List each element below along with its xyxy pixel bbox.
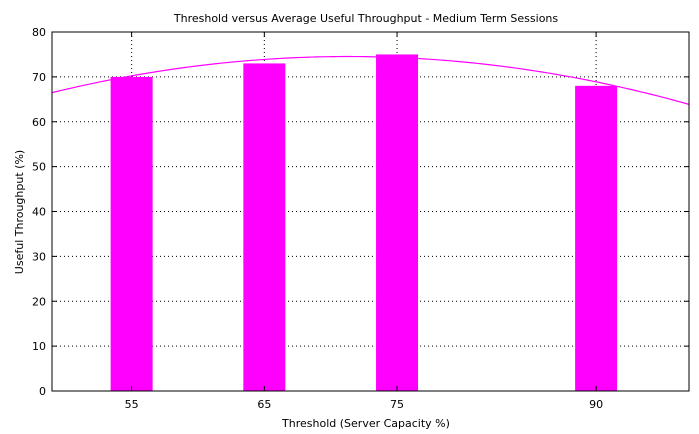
y-tick-label: 60 [32, 116, 46, 129]
bar-90 [575, 85, 618, 391]
x-tick-label: 90 [589, 398, 603, 411]
tick-labels: 0 10 20 30 40 50 60 70 80 55 65 75 90 [32, 26, 603, 411]
x-tick-label: 55 [125, 398, 139, 411]
y-tick-label: 80 [32, 26, 46, 39]
x-tick-label: 65 [257, 398, 271, 411]
y-tick-label: 10 [32, 340, 46, 353]
y-tick-label: 70 [32, 71, 46, 84]
y-tick-label: 20 [32, 295, 46, 308]
y-axis-label: Useful Throughput (%) [13, 150, 26, 274]
bar-75 [376, 54, 419, 391]
x-axis-label: Threshold (Server Capacity %) [281, 417, 450, 430]
bar-55 [110, 76, 153, 391]
y-tick-label: 50 [32, 161, 46, 174]
bars [110, 54, 618, 391]
y-tick-label: 40 [32, 206, 46, 219]
x-tick-label: 75 [390, 398, 404, 411]
y-tick-label: 0 [39, 385, 46, 398]
axis-ticks [52, 31, 689, 392]
chart-title: Threshold versus Average Useful Throughp… [173, 12, 559, 25]
trend-curve [51, 55, 690, 105]
trend-curve-group [51, 55, 690, 105]
bar-65 [243, 63, 286, 391]
y-tick-label: 30 [32, 250, 46, 263]
